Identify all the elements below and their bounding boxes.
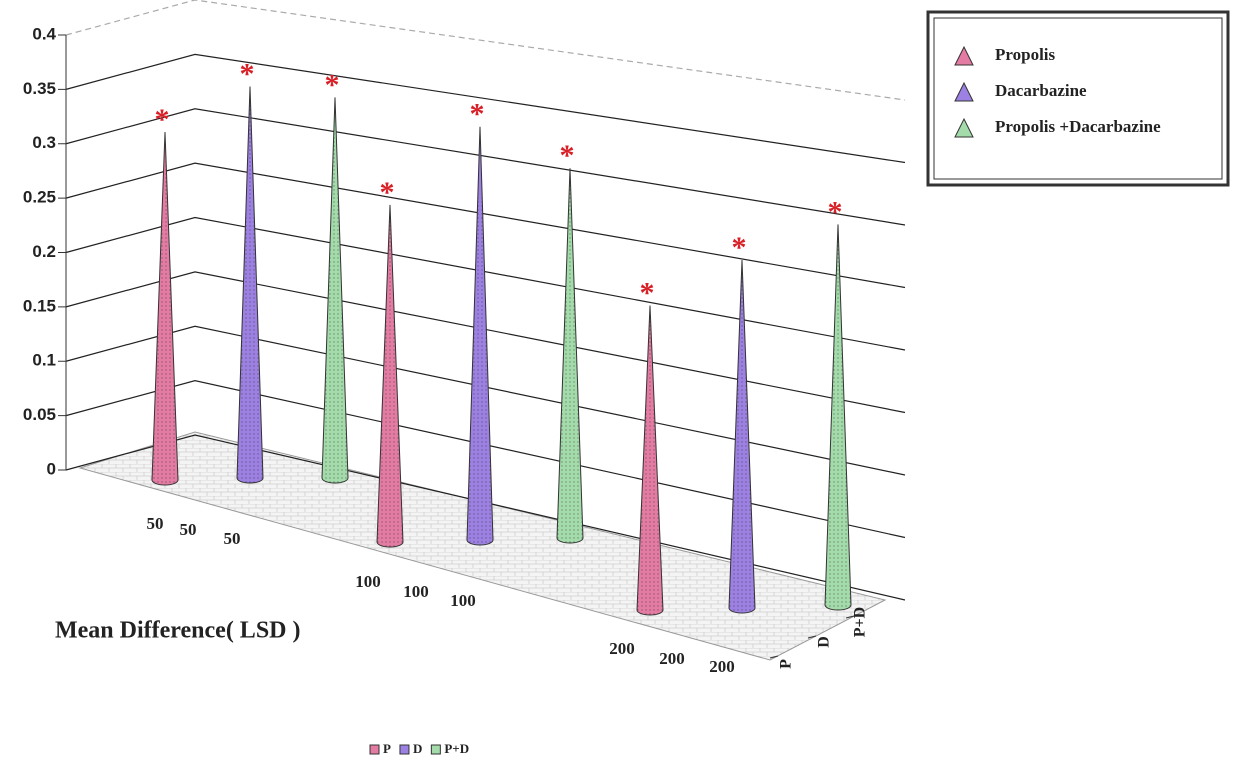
significance-marker: * — [240, 57, 255, 90]
y-tick-label: 0 — [47, 459, 56, 478]
grid-line — [65, 108, 906, 226]
depth-label: P — [778, 659, 795, 669]
y-tick-label: 0.2 — [32, 242, 56, 261]
grid-line — [65, 0, 906, 101]
significance-marker: * — [828, 195, 843, 228]
cone-texture — [467, 126, 493, 545]
grid-line — [65, 380, 906, 539]
depth-label: D — [816, 636, 833, 648]
grid-line — [65, 434, 906, 601]
cone-texture — [557, 168, 583, 543]
legend-swatch — [954, 117, 974, 138]
cone-texture — [637, 305, 663, 615]
x-tick-label: 100 — [355, 572, 381, 591]
legend-label: Propolis — [995, 45, 1056, 64]
cone-texture — [322, 97, 348, 483]
cone-texture — [377, 204, 403, 547]
significance-marker: * — [560, 139, 575, 172]
x-tick-label: 200 — [709, 657, 735, 676]
legend-box — [926, 10, 1230, 187]
depth-tick — [769, 655, 779, 659]
legend-swatch — [430, 744, 441, 755]
depth-tick — [807, 635, 817, 639]
legend-label: Dacarbazine — [995, 81, 1087, 100]
legend-swatch — [954, 81, 974, 102]
legend-swatch — [369, 744, 380, 755]
grid-line — [65, 162, 906, 289]
significance-marker: * — [380, 176, 395, 209]
legend-label: P — [383, 741, 391, 756]
significance-marker: * — [470, 98, 485, 131]
grid-line — [65, 53, 906, 164]
y-tick-label: 0.4 — [32, 24, 56, 43]
y-tick-label: 0.35 — [23, 79, 56, 98]
depth-tick — [845, 615, 855, 619]
legend — [926, 10, 1230, 187]
x-tick-label: 50 — [180, 520, 197, 539]
depth-label: P+D — [852, 607, 869, 637]
legend-swatch — [954, 45, 974, 66]
significance-marker: * — [732, 231, 747, 264]
grid-line — [65, 271, 906, 414]
y-tick-label: 0.15 — [23, 296, 56, 315]
legend-box-inner — [933, 17, 1223, 180]
cone-texture — [237, 86, 263, 483]
legend-label: P+D — [444, 741, 469, 756]
y-tick-label: 0.1 — [32, 351, 56, 370]
axis-title: Mean Difference( LSD ) — [55, 618, 300, 644]
significance-marker: * — [640, 276, 655, 309]
grid-line — [65, 325, 906, 476]
x-tick-label: 200 — [609, 639, 635, 658]
y-tick-label: 0.05 — [23, 405, 56, 424]
significance-marker: * — [325, 68, 340, 101]
legend-label: D — [413, 741, 422, 756]
x-tick-label: 100 — [403, 582, 429, 601]
y-tick-label: 0.3 — [32, 133, 56, 152]
cone-texture — [152, 132, 178, 485]
x-tick-label: 50 — [224, 529, 241, 548]
x-tick-label: 50 — [147, 514, 164, 533]
legend-swatch — [399, 744, 410, 755]
x-tick-label: 200 — [659, 649, 685, 668]
y-tick-label: 0.25 — [23, 188, 56, 207]
cone-texture — [825, 224, 851, 610]
cone-texture — [729, 260, 755, 613]
x-tick-label: 100 — [450, 591, 476, 610]
legend-label: Propolis +Dacarbazine — [995, 117, 1161, 136]
significance-marker: * — [155, 103, 170, 136]
grid-line — [65, 216, 906, 351]
